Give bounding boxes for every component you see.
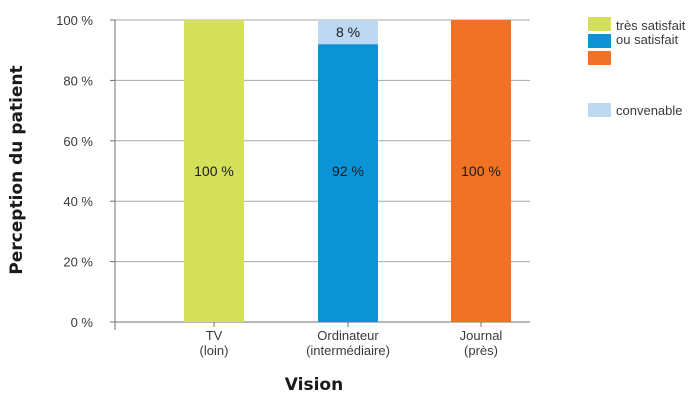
y-tick-label: 40 % — [63, 194, 93, 209]
x-axis-title: Vision — [285, 375, 343, 395]
y-tick-label: 0 % — [71, 315, 94, 330]
y-tick-label: 20 % — [63, 255, 93, 270]
y-tick-label: 100 % — [56, 13, 93, 28]
legend-label: très satisfait — [616, 18, 686, 33]
legend-swatch — [588, 51, 611, 65]
bar-segment — [318, 20, 378, 45]
bar-segment — [318, 44, 378, 322]
legend-label: ou satisfait — [616, 32, 679, 47]
bar-value-label: 8 % — [336, 24, 360, 40]
legend-label: convenable — [616, 103, 683, 118]
x-category-label: (près) — [464, 343, 498, 358]
bar-value-label: 100 % — [461, 163, 501, 179]
bar-value-label: 100 % — [194, 163, 234, 179]
bar-segment — [184, 20, 244, 322]
x-category-labels: TV(loin) Ordinateur(intermédiaire) Journal… — [200, 328, 503, 358]
legend-swatch — [588, 34, 611, 48]
y-tick-label: 80 % — [63, 73, 93, 88]
y-tick-labels: 0 % 20 % 40 % 60 % 80 % 100 % — [56, 13, 93, 330]
legend-swatch — [588, 17, 611, 31]
bar-value-label: 92 % — [332, 163, 364, 179]
y-axis-title: Perception du patient — [7, 65, 27, 274]
legend-swatch — [588, 103, 611, 117]
x-category-label: Ordinateur — [317, 328, 379, 343]
bars: 100 % 92 % 8 % 100 % — [184, 20, 511, 322]
x-category-label: TV — [206, 328, 223, 343]
x-category-label: (intermédiaire) — [306, 343, 390, 358]
x-category-label: (loin) — [200, 343, 229, 358]
x-category-label: Journal — [460, 328, 503, 343]
bar-segment — [451, 20, 511, 322]
y-tick-label: 60 % — [63, 134, 93, 149]
